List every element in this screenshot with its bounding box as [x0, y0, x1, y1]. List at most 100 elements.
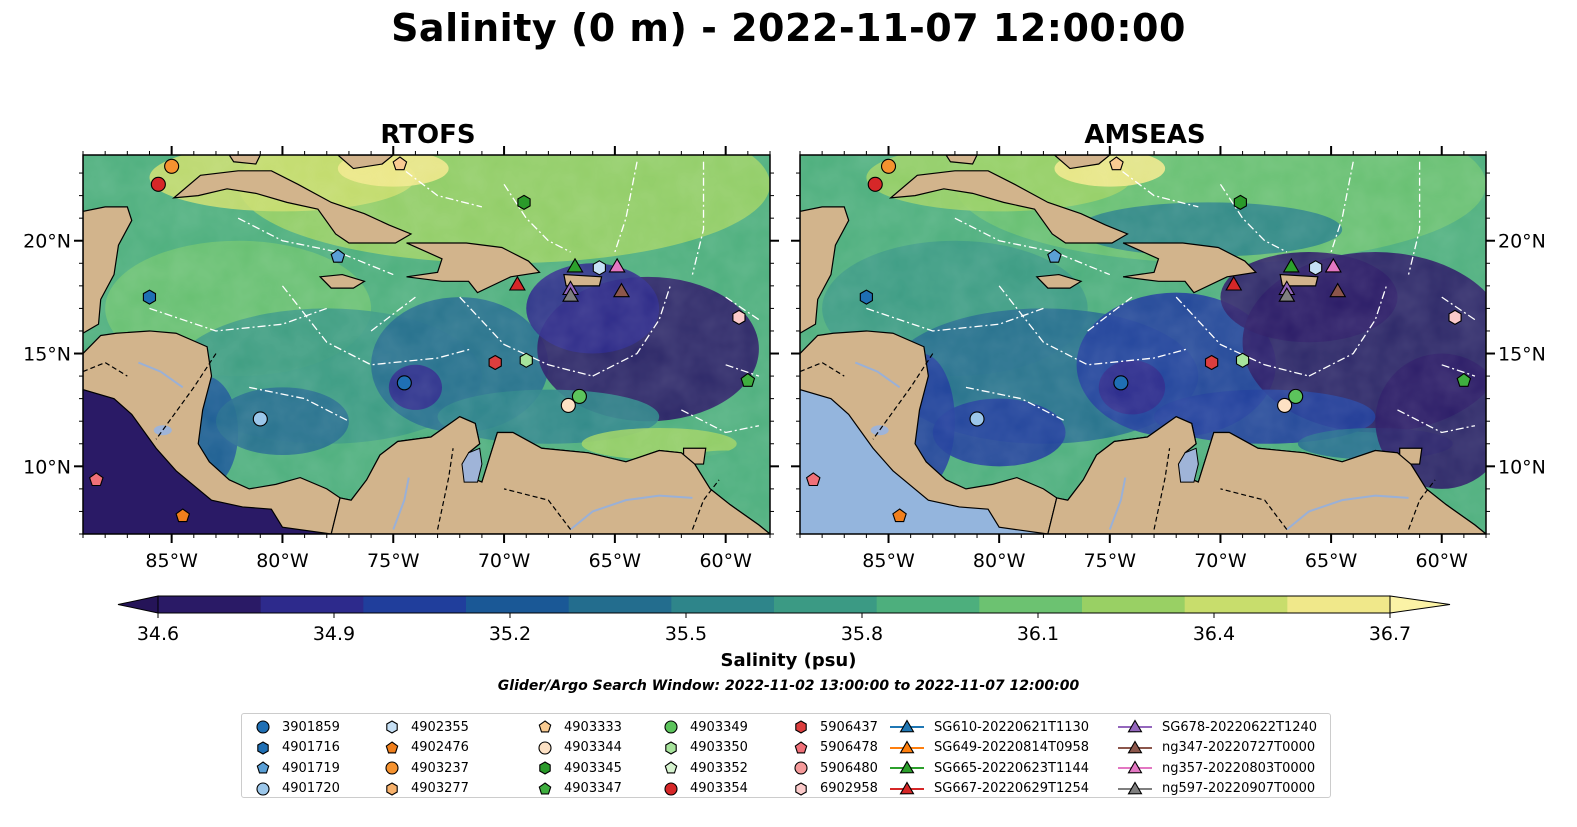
colorbar-tick-label: 34.6	[137, 623, 179, 645]
landmass-south-america	[330, 416, 770, 534]
lat-tick-label: 10°N	[23, 456, 71, 478]
legend-entry: 4903333	[536, 717, 622, 738]
legend-label: 4903352	[690, 760, 748, 776]
legend-entry: 6902958	[792, 779, 878, 800]
legend-marker-triangle	[1118, 781, 1152, 795]
eez-boundary	[614, 161, 638, 253]
platform-marker-ng357-20220803T0000	[608, 257, 626, 273]
platform-marker-5906478	[805, 472, 821, 487]
legend-entry: 4903344	[536, 738, 622, 759]
lat-tick-label: 20°N	[23, 231, 71, 253]
legend-marker-circle	[256, 720, 270, 734]
platform-marker-4903347	[1456, 372, 1472, 387]
platform-marker-4903349	[1288, 388, 1304, 404]
legend-label: 4903277	[411, 781, 469, 797]
eez-boundary	[1441, 364, 1476, 377]
colorbar-segment	[158, 596, 262, 613]
legend-marker-hexagon	[665, 741, 677, 755]
lon-tick-label: 80°W	[973, 550, 1026, 572]
river	[392, 477, 410, 530]
legend-marker-pentagon	[538, 782, 552, 795]
platform-marker-4903333	[1109, 156, 1124, 171]
river	[1286, 494, 1409, 531]
platform-marker-4901720	[252, 411, 268, 427]
platform-marker-4903345	[1233, 194, 1247, 211]
eez-boundary	[592, 285, 671, 377]
platform-marker-5906437	[1204, 354, 1219, 371]
platform-marker-SG665-20220623T1144	[566, 257, 584, 273]
platform-marker-3901859	[396, 375, 412, 391]
platform-marker-ng347-20220727T0000	[612, 282, 631, 298]
legend-entry: 4902355	[383, 717, 469, 738]
legend-marker-circle	[794, 761, 808, 775]
platform-marker-4903349	[571, 388, 587, 404]
colorbar-tick-label: 36.7	[1369, 623, 1411, 645]
border-line	[1220, 488, 1288, 530]
landmass	[1021, 155, 1111, 170]
legend-marker-pentagon	[385, 741, 399, 754]
legend-label: 4903333	[564, 719, 622, 735]
legend-entry: 4903350	[662, 738, 748, 759]
platform-marker-ng357-20220803T0000	[1324, 257, 1342, 273]
eez-boundary	[1330, 161, 1354, 253]
colorbar-segment	[260, 596, 364, 613]
eez-boundary	[681, 409, 760, 434]
eez-boundary	[249, 386, 350, 422]
eez-boundary	[149, 307, 327, 332]
landmass	[1035, 273, 1083, 289]
lat-tick-label: 10°N	[1498, 456, 1546, 478]
legend-label: ng597-20220907T0000	[1162, 781, 1316, 797]
landmass	[563, 273, 603, 287]
eez-boundary	[370, 296, 416, 332]
panel-title-rtofs: RTOFS	[380, 120, 476, 150]
lake-nicaragua	[870, 425, 889, 436]
legend-column: SG678-20220622T1240 ng347-20220727T0000 ng…	[1118, 717, 1317, 799]
colorbar-segment	[876, 596, 980, 613]
colorbar-segment	[1082, 596, 1186, 613]
legend-entry: 4901720	[254, 779, 340, 800]
landmass	[406, 242, 541, 294]
legend-marker-hexagon	[386, 782, 398, 796]
legend-label: 4901716	[282, 740, 340, 756]
legend-marker-triangle	[890, 760, 924, 774]
lon-tick-label: 85°W	[862, 550, 915, 572]
legend-entry: 4903345	[536, 758, 622, 779]
legend-marker-triangle	[1118, 719, 1152, 733]
lon-tick-label: 70°W	[478, 550, 531, 572]
eez-boundary	[1407, 161, 1421, 275]
legend-column: 3901859 4901716 4901719 4901720	[254, 717, 340, 799]
platform-marker-SG665-20220623T1144	[1282, 257, 1300, 273]
panel-title-amseas: AMSEAS	[1084, 120, 1206, 150]
platform-marker-6902958	[732, 309, 746, 326]
legend-marker-pentagon	[538, 720, 552, 733]
platform-marker-4903237	[164, 158, 180, 174]
legend-entry: ng597-20220907T0000	[1118, 779, 1317, 800]
legend-label: 4903354	[690, 781, 748, 797]
landmass-south-america	[1047, 416, 1486, 534]
lake-maracaibo	[461, 447, 483, 483]
river	[854, 361, 901, 389]
landmass	[1122, 242, 1258, 294]
eez-boundary	[1308, 285, 1388, 377]
platform-marker-ng597-20220907T0000	[1278, 286, 1296, 302]
colorbar-segment	[671, 596, 775, 613]
colorbar: 34.6 34.9 35.2 35.5 35.8 36.1 36.4 36.7	[117, 595, 1451, 645]
platform-marker-ng597-20220907T0000	[562, 286, 580, 302]
legend-label: 4901720	[282, 781, 340, 797]
eez-boundary	[965, 386, 1066, 422]
platform-marker-4903344	[560, 397, 576, 413]
eez-boundary	[503, 183, 571, 253]
lat-tick-label: 15°N	[23, 344, 71, 366]
border-line	[436, 448, 454, 530]
border-line	[1153, 448, 1171, 530]
lon-tick-label: 75°W	[367, 550, 420, 572]
landmass	[888, 170, 1129, 244]
lon-tick-label: 80°W	[256, 550, 309, 572]
legend-entry: 4903349	[662, 717, 748, 738]
platform-marker-3901859	[1113, 375, 1129, 391]
colorbar-tick-label: 35.8	[841, 623, 883, 645]
border-line	[800, 361, 845, 377]
lon-tick-label: 75°W	[1084, 550, 1137, 572]
eez-boundary	[1219, 183, 1288, 253]
legend-marker-hexagon	[386, 720, 398, 734]
